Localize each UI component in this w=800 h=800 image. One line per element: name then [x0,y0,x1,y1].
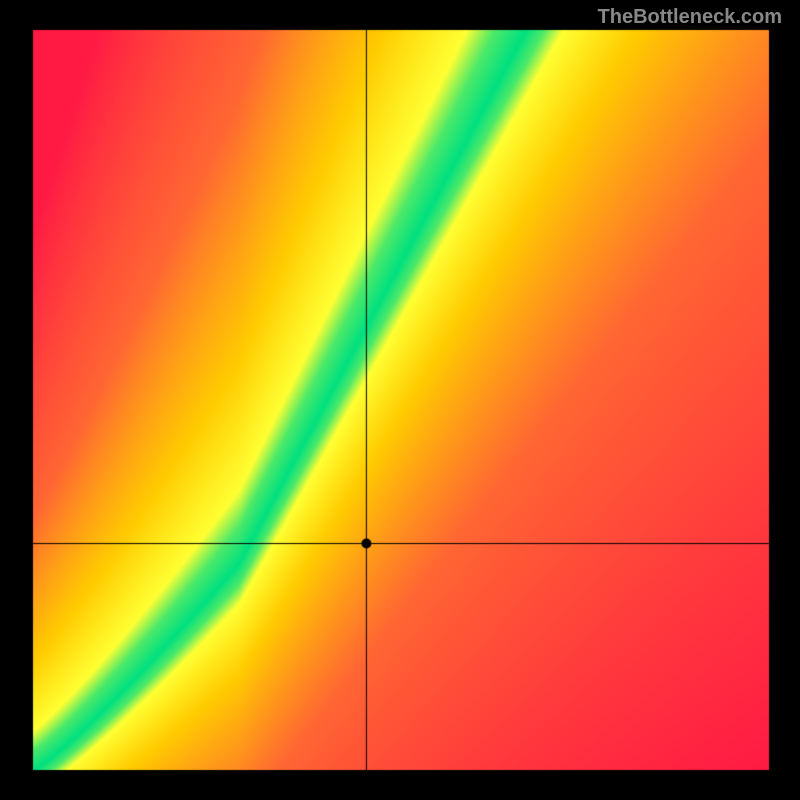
watermark-text: TheBottleneck.com [598,6,782,29]
heatmap-canvas [0,0,800,800]
bottleneck-heatmap: TheBottleneck.com [0,0,800,800]
